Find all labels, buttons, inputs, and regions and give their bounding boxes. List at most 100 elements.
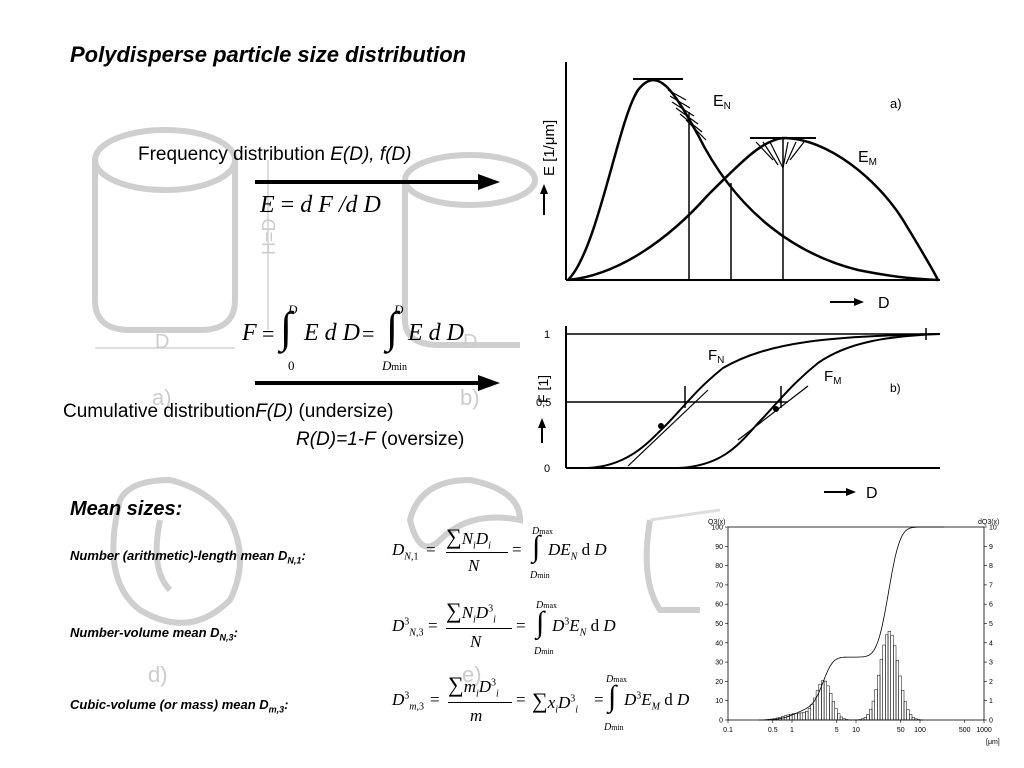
oversize-text: (oversize) (375, 429, 465, 450)
series-EN (567, 78, 939, 282)
hist-xtick: 500 (959, 727, 971, 734)
cumulative-label: Cumulative distributionF(D) (undersize) (63, 401, 394, 423)
label-FM: FM (824, 368, 842, 387)
integral-upper-1: D (288, 302, 298, 317)
frequency-equation: E = d F /d D (260, 192, 381, 218)
hist-ytick-left: 80 (715, 563, 723, 570)
chart-b-xlabel: D (866, 485, 878, 502)
label-EN: EN (713, 93, 731, 112)
ghost-label-H: H=D (259, 218, 279, 255)
oversize-label: R(D)=1-F (oversize) (296, 429, 464, 451)
cumulative-arrow (255, 375, 500, 391)
cumulative-eq-lhs: F (242, 320, 257, 346)
hist-ytick-left: 20 (715, 679, 723, 686)
integral-sign-1: ∫ (280, 303, 293, 352)
label-EM: EM (858, 149, 877, 168)
hist-ytick-right: 8 (989, 563, 993, 570)
oversize-italic: R(D)=1-F (296, 429, 376, 450)
ghost-label-D2: D (463, 331, 477, 353)
hist-ytick-left: 100 (711, 525, 723, 532)
frequency-label: Frequency distribution E(D), f(D) (138, 144, 411, 166)
frequency-label-italic: E(D), f(D) (330, 144, 412, 165)
undersize-text: (undersize) (293, 401, 394, 422)
ghost-label-D1: D (155, 331, 169, 353)
hatching-EM (755, 141, 805, 169)
hist-xtick: 5 (835, 727, 839, 734)
chart-histogram: Q3(x) dQ3(x) [μm] 0102030405060708090100… (700, 515, 1010, 750)
cumulative-eq-mid: E d D (304, 320, 360, 346)
ghost-letter-d: d) (148, 662, 168, 687)
hist-ytick-left: 30 (715, 660, 723, 667)
hist-xtick: 1000 (976, 727, 992, 734)
label-FN: FN (708, 347, 724, 366)
hist-xtick: 1 (790, 727, 794, 734)
chart-a-ylabel: E [1/μm] (541, 120, 558, 176)
hist-x-unit: [μm] (986, 739, 1000, 746)
formula-m3: D3m,3 = ∑miD3i m = ∑xiD3i = Dmax ∫ Dmin … (392, 672, 690, 733)
mean-label-m3: Cubic-volume (or mass) mean Dm,3: (70, 697, 289, 715)
hist-ytick-right: 9 (989, 544, 993, 551)
hatching-EN (667, 89, 707, 141)
formula-N3: D3N,3 = ∑NiD3i N = Dmax ∫ Dmin D3EN d D (392, 598, 616, 657)
hist-ytick-left: 40 (715, 640, 723, 647)
integral-sign-2: ∫ (386, 303, 399, 352)
chart-b-ytick-1: 1 (544, 329, 550, 341)
hist-ytick-right: 2 (989, 679, 993, 686)
mean-sizes-heading: Mean sizes: (70, 498, 183, 520)
chart-b-panel: b) (890, 381, 901, 395)
formula-N1: DN,1 = ∑NiDi N = Dmax ∫ Dmin DEN d D (392, 524, 607, 581)
cumulative-label-text: Cumulative distribution (63, 401, 256, 422)
hist-ytick-left: 90 (715, 544, 723, 551)
frequency-eq-lhs: E (260, 192, 275, 218)
cumulative-equation: F = D ∫ 0 E d D = D ∫ Dmin E d D (242, 302, 464, 373)
hist-cumulative-curve (758, 526, 945, 721)
integral-upper-2: D (394, 302, 404, 317)
hist-xtick: 10 (852, 727, 860, 734)
hist-ytick-right: 0 (989, 718, 993, 725)
hist-ytick-right: 1 (989, 698, 993, 705)
hist-ytick-left: 0 (719, 718, 723, 725)
series-FN (587, 333, 941, 469)
hist-y-left-label: Q3(x) (708, 519, 726, 526)
mean-label-N3: Number-volume mean DN,3: (70, 625, 238, 643)
integral-lower-1: 0 (288, 358, 295, 373)
hist-ytick-right: 6 (989, 602, 993, 609)
series-FM (677, 333, 941, 469)
hist-y-right-label: dQ3(x) (978, 519, 999, 526)
integral-lower-2: Dmin (382, 358, 407, 373)
cumulative-eq-rhs: E d D (408, 320, 464, 346)
ghost-shape-bottom-center (406, 476, 524, 550)
frequency-arrow (255, 174, 500, 190)
hist-ytick-left: 60 (715, 602, 723, 609)
ghost-shape-bottom-left (110, 476, 243, 626)
undersize-italic: F(D) (255, 401, 294, 422)
page-title: Polydisperse particle size distribution (70, 42, 467, 67)
chart-b-ylabel: F [1] (535, 375, 551, 403)
mean-label-N1: Number (arithmetic)-length mean DN,1: (70, 548, 306, 566)
hist-ytick-left: 70 (715, 582, 723, 589)
chart-cumulative: 0 0,5 1 F [1] FN FM b) D (535, 326, 941, 502)
hist-xtick: 50 (897, 727, 905, 734)
hist-ytick-left: 50 (715, 621, 723, 628)
hist-ytick-right: 3 (989, 660, 993, 667)
ghost-letter-e: e) (462, 662, 482, 687)
chart-b-ytick-05: 0,5 (536, 397, 551, 409)
ghost-shape-bottom-right (643, 508, 721, 613)
hist-ytick-right: 7 (989, 582, 993, 589)
hist-ytick-right: 10 (989, 525, 997, 532)
frequency-label-text: Frequency distribution (138, 144, 331, 165)
chart-frequency: E [1/μm] EN EM a) D (540, 62, 940, 312)
hist-xtick: 0.5 (768, 727, 778, 734)
hist-ytick-right: 4 (989, 640, 993, 647)
chart-b-ytick-0: 0 (544, 463, 550, 475)
chart-a-panel: a) (890, 96, 902, 111)
hist-ytick-left: 10 (715, 698, 723, 705)
hist-xtick: 0.1 (723, 727, 733, 734)
ghost-letter-b: b) (460, 385, 480, 410)
hist-ytick-right: 5 (989, 621, 993, 628)
hist-xtick: 100 (914, 727, 926, 734)
series-EM (567, 136, 940, 282)
ghost-letter-a: a) (152, 385, 172, 410)
ghost-cylinder-left (92, 127, 269, 349)
